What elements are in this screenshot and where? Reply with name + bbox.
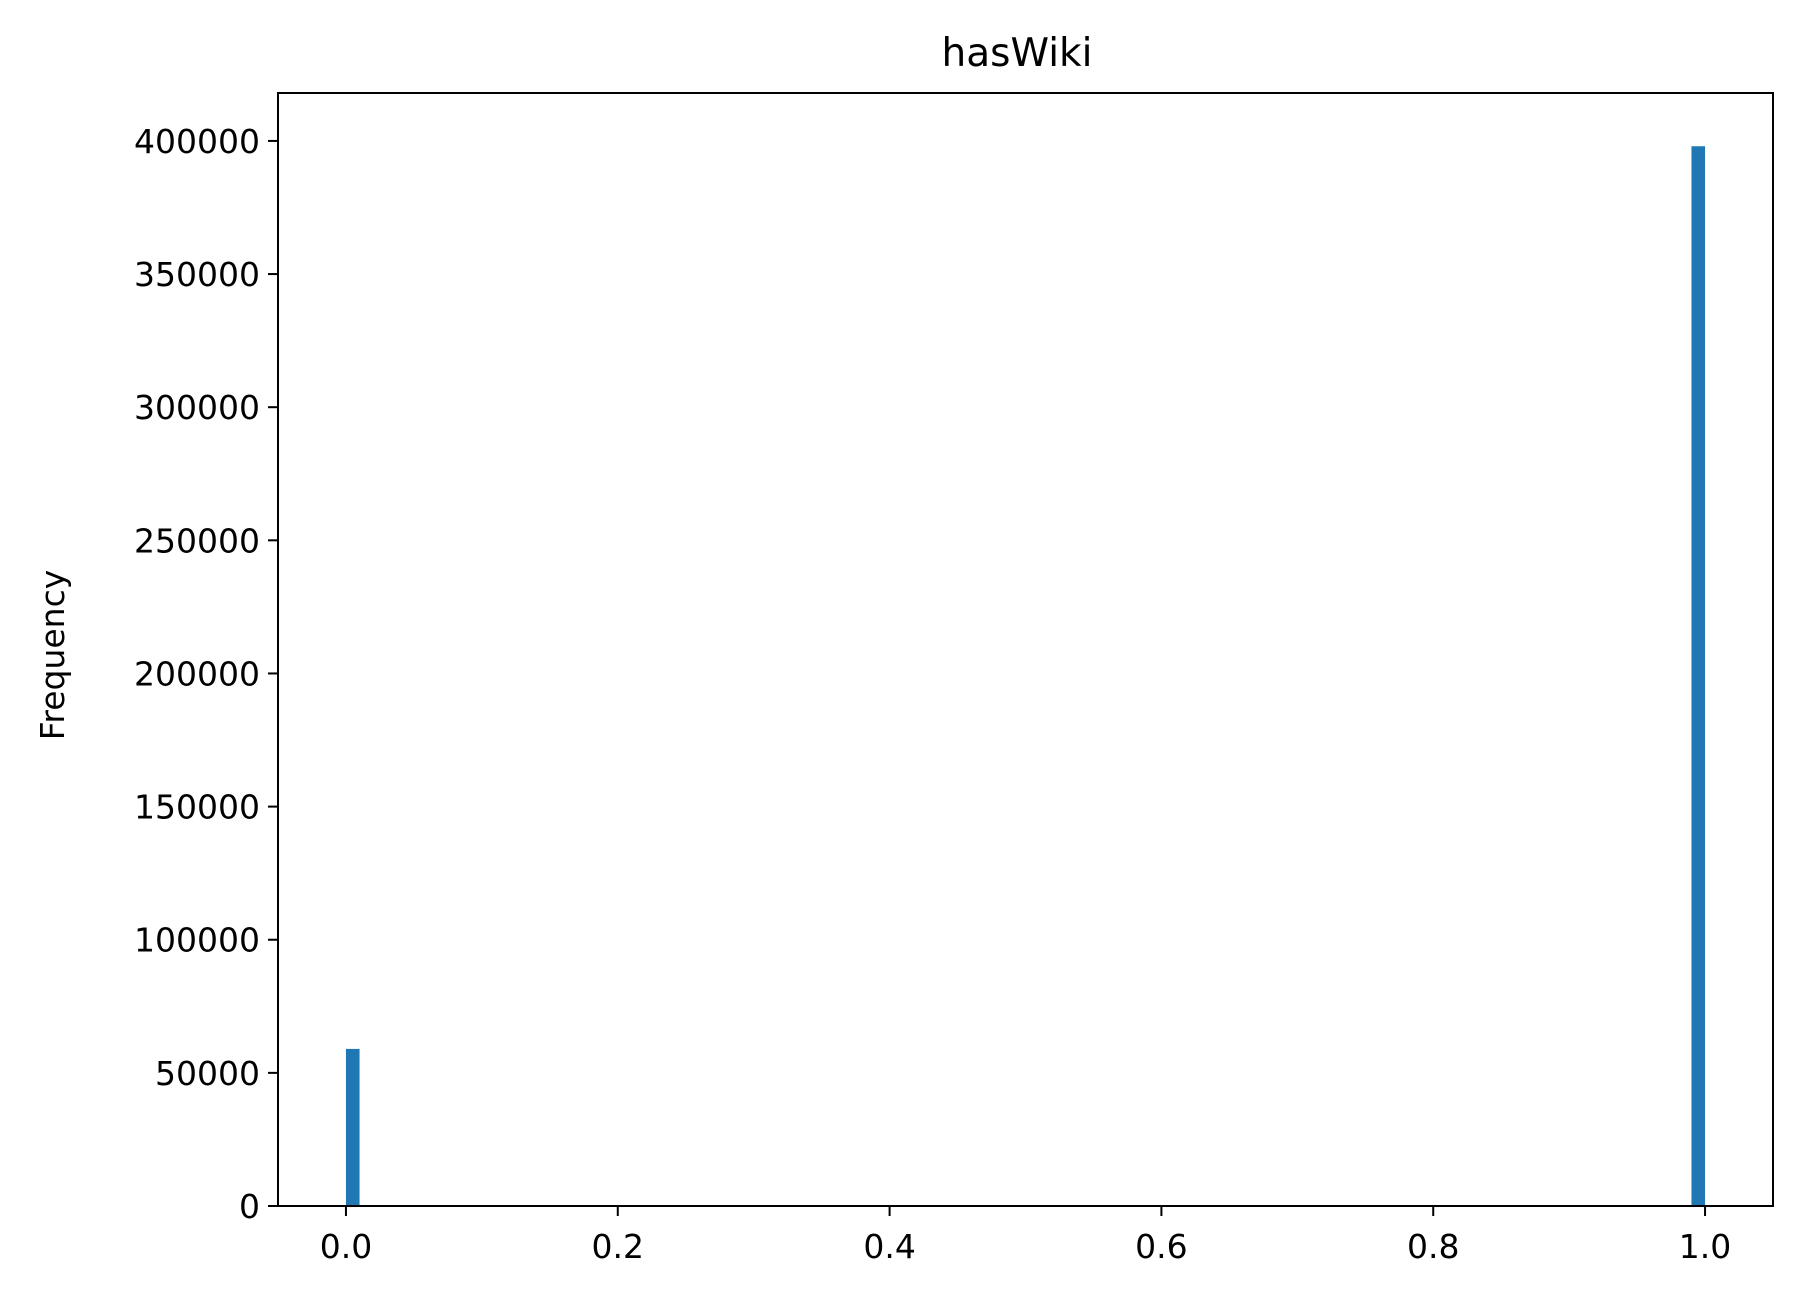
- y-axis-label: Frequency: [33, 570, 72, 740]
- histogram-bar-0: [345, 1048, 360, 1206]
- x-tick-label-0: 0.0: [320, 1227, 372, 1266]
- histogram-bar-1: [1691, 146, 1706, 1207]
- y-tick-label-8: 400000: [134, 122, 260, 161]
- y-tick-label-7: 350000: [134, 255, 260, 294]
- y-tick-label-4: 200000: [134, 654, 260, 693]
- x-axis-ticks: 0.0 0.2 0.4 0.6 0.8 1.0: [320, 1206, 1731, 1266]
- plot-frame: [277, 92, 1774, 1207]
- y-tick-label-2: 100000: [134, 921, 260, 960]
- x-tick-label-4: 0.8: [1407, 1227, 1459, 1266]
- y-tick-label-1: 50000: [155, 1054, 260, 1093]
- bars-group: [345, 146, 1706, 1207]
- x-tick-label-5: 1.0: [1679, 1227, 1731, 1266]
- x-tick-label-2: 0.4: [863, 1227, 915, 1266]
- chart-title: hasWiki: [942, 31, 1093, 76]
- y-tick-label-0: 0: [239, 1187, 260, 1226]
- x-tick-label-3: 0.6: [1135, 1227, 1187, 1266]
- y-tick-label-6: 300000: [134, 388, 260, 427]
- y-tick-label-3: 150000: [134, 788, 260, 827]
- y-tick-label-5: 250000: [134, 521, 260, 560]
- y-axis-ticks: 0 50000 100000 150000 200000 250000 300000 3500…: [134, 122, 278, 1226]
- x-tick-label-1: 0.2: [592, 1227, 644, 1266]
